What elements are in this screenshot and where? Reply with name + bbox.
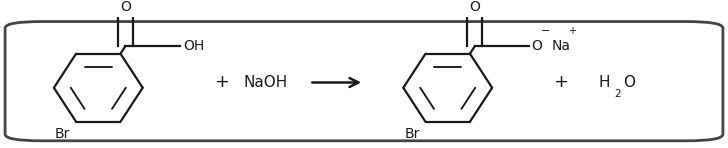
Text: OH: OH bbox=[183, 39, 204, 53]
Text: Na: Na bbox=[551, 39, 570, 53]
Text: O: O bbox=[531, 39, 542, 53]
Text: Br: Br bbox=[55, 127, 71, 141]
Text: O: O bbox=[120, 0, 131, 14]
Text: Br: Br bbox=[404, 127, 420, 141]
Text: O: O bbox=[470, 0, 480, 14]
Text: NaOH: NaOH bbox=[244, 75, 288, 90]
Text: +: + bbox=[215, 74, 229, 91]
Text: 2: 2 bbox=[614, 89, 621, 99]
Text: H: H bbox=[598, 75, 610, 90]
Text: +: + bbox=[568, 26, 576, 36]
Text: +: + bbox=[553, 74, 568, 91]
Text: O: O bbox=[623, 75, 635, 90]
Text: −: − bbox=[541, 26, 550, 36]
FancyBboxPatch shape bbox=[5, 22, 723, 141]
